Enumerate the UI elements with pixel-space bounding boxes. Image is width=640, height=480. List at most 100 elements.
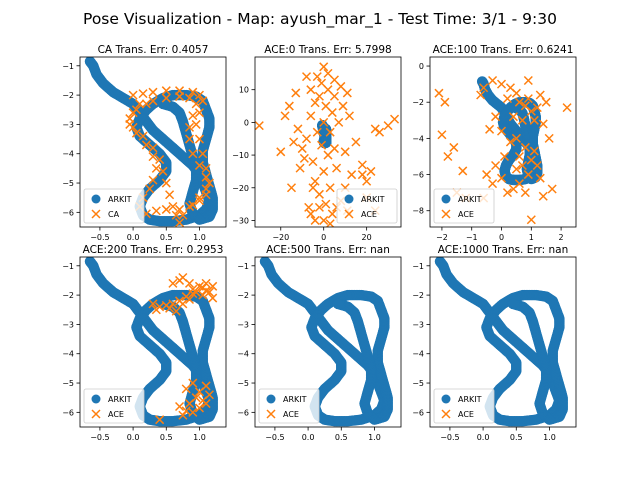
ace-point xyxy=(299,153,309,163)
legend-label: ARKIT xyxy=(283,395,307,404)
x-tick-label: 0.5 xyxy=(160,433,173,442)
ca-point xyxy=(194,90,204,100)
subplot-title: ACE:1000 Trans. Err: nan xyxy=(438,244,569,256)
ace-point xyxy=(362,176,372,186)
ace-point xyxy=(304,202,314,212)
ace-point xyxy=(321,199,331,209)
arkit-point xyxy=(157,98,169,110)
ca-point xyxy=(194,134,204,144)
ace-point xyxy=(505,137,515,147)
subplot-4: ACE:200 Trans. Err: 0.2953 −0.5 0.0 0.5 1.0 −… xyxy=(62,244,227,442)
ca-point xyxy=(188,200,198,210)
ca-point xyxy=(128,90,138,100)
ca-point xyxy=(188,149,198,159)
y-tick-label: −3 xyxy=(237,320,249,329)
ace-point xyxy=(526,215,536,225)
ace-point xyxy=(329,144,339,154)
ca-point xyxy=(128,108,138,118)
ace-point xyxy=(151,305,161,315)
ace-point xyxy=(168,278,178,288)
ace-point xyxy=(357,170,367,180)
ace-point xyxy=(344,111,355,121)
ace-point xyxy=(310,98,320,108)
ace-point xyxy=(538,119,548,129)
subplot-title: ACE:0 Trans. Err: 5.7998 xyxy=(264,44,391,56)
ace-point xyxy=(390,114,400,124)
ace-point xyxy=(280,111,290,121)
ca-point xyxy=(175,204,185,214)
ace-point xyxy=(541,97,551,107)
legend-estimate-marker xyxy=(441,409,451,419)
ca-point xyxy=(171,210,181,220)
x-tick-label: −0.5 xyxy=(265,433,284,442)
y-tick-label: −3 xyxy=(62,120,74,129)
ace-point xyxy=(308,157,318,167)
ace-point xyxy=(529,146,539,156)
ace-point xyxy=(340,147,350,157)
ace-point xyxy=(297,144,307,154)
ca-point xyxy=(125,119,135,129)
x-tick-label: 20 xyxy=(362,233,372,242)
ace-point xyxy=(532,103,542,113)
y-tick-label: −6 xyxy=(237,408,249,417)
ace-point xyxy=(508,184,518,194)
ca-point xyxy=(201,172,211,182)
y-tick-label: −4 xyxy=(412,134,424,143)
ace-point xyxy=(327,108,337,118)
ace-point xyxy=(191,287,201,297)
legend-label: ARKIT xyxy=(108,395,132,404)
plot-area xyxy=(259,257,393,427)
ace-point xyxy=(523,94,533,104)
ace-point xyxy=(449,142,459,152)
ace-point xyxy=(523,170,533,180)
arkit-point xyxy=(319,124,330,136)
y-tick-label: −6 xyxy=(62,408,74,417)
legend-label: ACE xyxy=(283,410,299,419)
ca-point xyxy=(138,131,148,141)
x-tick-label: 0 xyxy=(321,233,326,242)
ace-point xyxy=(338,101,348,111)
ace-point xyxy=(188,407,198,417)
x-tick-label: −0.5 xyxy=(90,433,109,442)
ace-point xyxy=(178,299,188,309)
ca-point xyxy=(151,206,161,216)
ace-point xyxy=(535,90,545,100)
ace-point xyxy=(496,79,507,89)
ca-point xyxy=(145,184,155,194)
ace-point xyxy=(502,188,512,198)
ca-point xyxy=(161,204,171,214)
legend: ARKIT CA xyxy=(83,188,145,224)
ace-point xyxy=(301,72,312,82)
ace-point xyxy=(194,403,204,413)
plot-area xyxy=(84,257,218,427)
ca-point xyxy=(135,99,145,109)
x-tick-label: −0.5 xyxy=(90,233,109,242)
ace-point xyxy=(520,142,530,152)
ca-point xyxy=(175,218,185,227)
ace-point xyxy=(482,170,492,180)
ace-point xyxy=(502,94,512,104)
ace-point xyxy=(325,127,335,137)
ace-point xyxy=(517,115,527,125)
ca-point xyxy=(191,119,201,129)
ace-point xyxy=(319,62,329,72)
legend-arkit-marker xyxy=(441,394,451,404)
subplot-5: ACE:500 Trans. Err: nan −0.5 0.0 0.5 1.0 −6 −5… xyxy=(237,244,402,442)
ace-point xyxy=(306,85,316,95)
y-tick-label: −20 xyxy=(232,184,249,193)
ace-point xyxy=(306,111,316,121)
ace-point xyxy=(208,281,218,291)
ace-point xyxy=(306,209,316,219)
legend-label: ACE xyxy=(458,410,474,419)
ace-point xyxy=(155,415,165,425)
y-tick-label: −10 xyxy=(232,151,249,160)
plot-area xyxy=(434,75,572,225)
ace-point xyxy=(171,306,181,316)
ace-point xyxy=(366,166,376,176)
x-tick-label: −1 xyxy=(466,233,478,242)
y-tick-label: −5 xyxy=(62,379,74,388)
ace-point xyxy=(547,184,557,194)
legend-label: ACE xyxy=(458,210,474,219)
ace-point xyxy=(496,126,507,136)
ace-point xyxy=(198,290,208,300)
